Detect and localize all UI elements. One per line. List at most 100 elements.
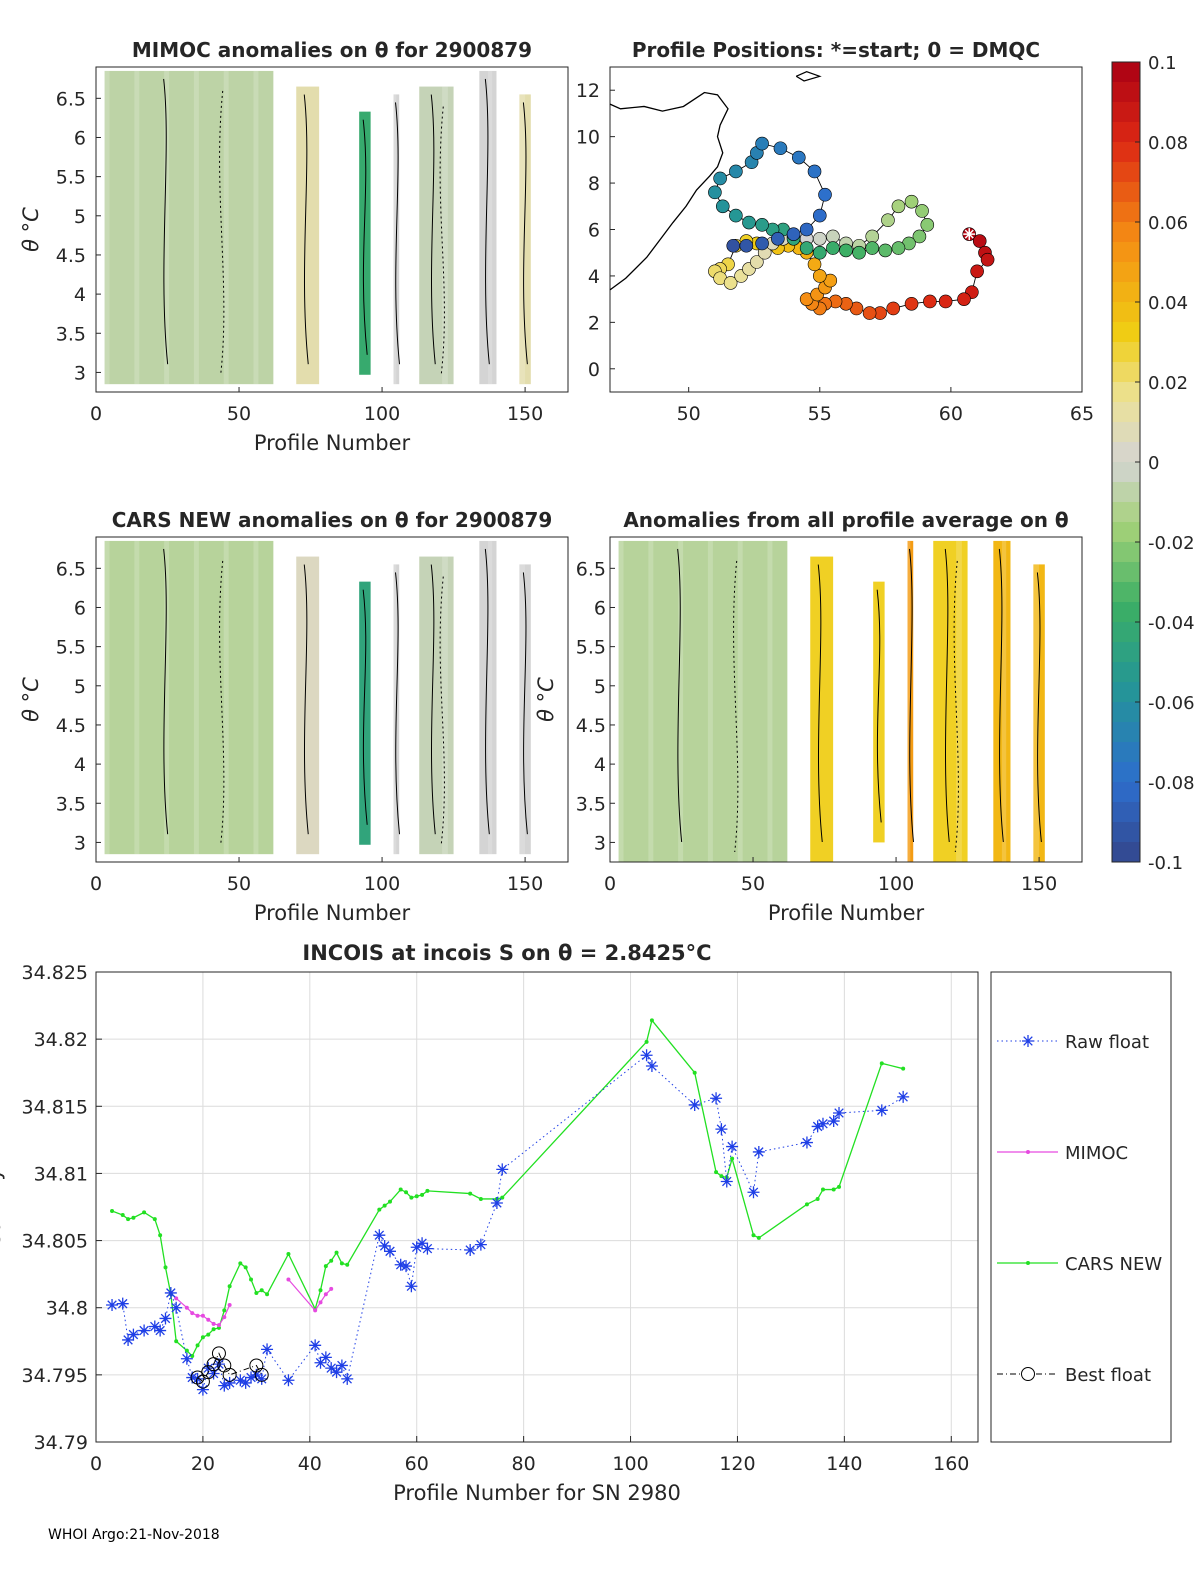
mimoc-band: [193, 70, 199, 385]
cars-band: [487, 540, 493, 855]
cars-new-point: [398, 1187, 403, 1192]
cars-column: [296, 556, 320, 855]
mimoc-contour: [395, 102, 401, 365]
cars-column: [104, 540, 274, 855]
raw-float-point: [245, 1371, 258, 1384]
map-xtick-label: 50: [677, 403, 701, 425]
cars-new-point: [110, 1209, 115, 1214]
salinity-xlabel: Profile Number for SN 2980: [393, 1481, 681, 1505]
raw-float-point: [373, 1229, 386, 1242]
raw-float-point: [816, 1117, 829, 1130]
map-xtick-label: 55: [808, 403, 832, 425]
raw-float-point: [309, 1339, 322, 1352]
allavg-contour: [1036, 572, 1042, 843]
colorbar-segment: [1112, 242, 1140, 263]
raw-float-point: [239, 1376, 252, 1389]
mimoc-band: [487, 70, 493, 385]
mimoc-ytick-label: 3.5: [56, 323, 86, 345]
best-float-line: [197, 1352, 263, 1383]
colorbar-segment: [1112, 782, 1140, 803]
profile-position-marker: [904, 296, 919, 311]
profile-position-marker: [729, 208, 743, 223]
profile-position-marker: [865, 229, 880, 244]
cars-new-point: [820, 1187, 825, 1192]
raw-float-point: [223, 1376, 236, 1389]
colorbar-segment: [1112, 822, 1140, 843]
mimoc-ytick-label: 6: [74, 127, 86, 149]
mimoc-point: [329, 1286, 334, 1291]
colorbar-segment: [1112, 842, 1140, 863]
cars-xtick-label: 50: [227, 873, 251, 895]
colorbar-segment: [1112, 342, 1140, 363]
colorbar-segment: [1112, 182, 1140, 203]
colorbar-segment: [1112, 222, 1140, 243]
allavg-ytick-label: 3: [594, 832, 606, 854]
colorbar-tick-label: 0: [1148, 453, 1159, 474]
colorbar-tick-label: -0.04: [1148, 613, 1195, 634]
mimoc-panel: [104, 70, 531, 385]
cars-new-point: [259, 1288, 264, 1293]
raw-float-point: [127, 1328, 140, 1341]
raw-float-point: [710, 1092, 723, 1105]
cars-ytick-label: 4: [74, 754, 86, 776]
profile-position-marker: [980, 252, 995, 267]
mimoc-point: [318, 1300, 323, 1305]
cars-new-point: [152, 1217, 157, 1222]
raw-float-point: [250, 1368, 263, 1381]
colorbar-tick-label: 0.06: [1148, 213, 1188, 234]
colorbar-tick-label: 0.08: [1148, 133, 1188, 154]
mimoc-point: [286, 1277, 291, 1282]
cars-new-point: [879, 1061, 884, 1066]
raw-float-point: [394, 1258, 407, 1271]
profile-position-marker: [723, 276, 738, 290]
cars-new-point: [719, 1174, 724, 1179]
mimoc-point: [222, 1315, 227, 1320]
mimoc-point: [190, 1311, 195, 1316]
cars-new-point: [195, 1343, 200, 1348]
cars-new-point: [142, 1210, 147, 1215]
mimoc-contour-dotted: [219, 90, 225, 375]
cars-new-point: [831, 1187, 836, 1192]
colorbar-segment: [1112, 62, 1140, 83]
colorbar-segment: [1112, 322, 1140, 343]
profile-position-marker: [812, 269, 827, 283]
raw-float-point: [827, 1115, 840, 1128]
cars-new-point: [131, 1215, 136, 1220]
profile-position-marker: [807, 257, 822, 272]
profile-position-marker: [886, 301, 901, 316]
cars-contour: [484, 548, 490, 835]
allavg-band: [1001, 540, 1007, 862]
profile-position-marker: [755, 136, 769, 151]
mimoc-point: [184, 1305, 189, 1310]
raw-float-point: [170, 1301, 183, 1314]
allavg-ylabel: θ °C: [534, 677, 558, 722]
cars-new-point: [265, 1292, 270, 1297]
mimoc-column: [419, 86, 454, 385]
salinity-xtick-label: 160: [933, 1453, 969, 1475]
allavg-contour-dotted: [733, 560, 739, 853]
raw-float-point: [159, 1312, 172, 1325]
allavg-xtick-label: 50: [741, 873, 765, 895]
allavg-column: [1033, 564, 1045, 862]
legend-raw-marker: [1022, 1035, 1034, 1047]
float-track: [714, 143, 989, 314]
profile-position-marker: [970, 264, 984, 279]
colorbar-segment: [1112, 382, 1140, 403]
cars-new-point: [751, 1233, 756, 1238]
raw-float-point: [833, 1107, 846, 1119]
allavg-xtick-label: 100: [878, 873, 914, 895]
colorbar-segment: [1112, 762, 1140, 783]
colorbar-segment: [1112, 402, 1140, 423]
raw-float-point: [747, 1186, 760, 1199]
best-float-point: [211, 1346, 226, 1361]
raw-float-point: [218, 1379, 231, 1392]
mimoc-ytick-label: 4: [74, 284, 86, 306]
cars-new-point: [388, 1199, 392, 1204]
colorbar-segment: [1112, 602, 1140, 623]
colorbar-segment: [1112, 362, 1140, 383]
allavg-frame: [609, 536, 1083, 863]
colorbar-segment: [1112, 682, 1140, 703]
profile-position-marker: [791, 150, 806, 165]
raw-float-point: [490, 1196, 503, 1209]
